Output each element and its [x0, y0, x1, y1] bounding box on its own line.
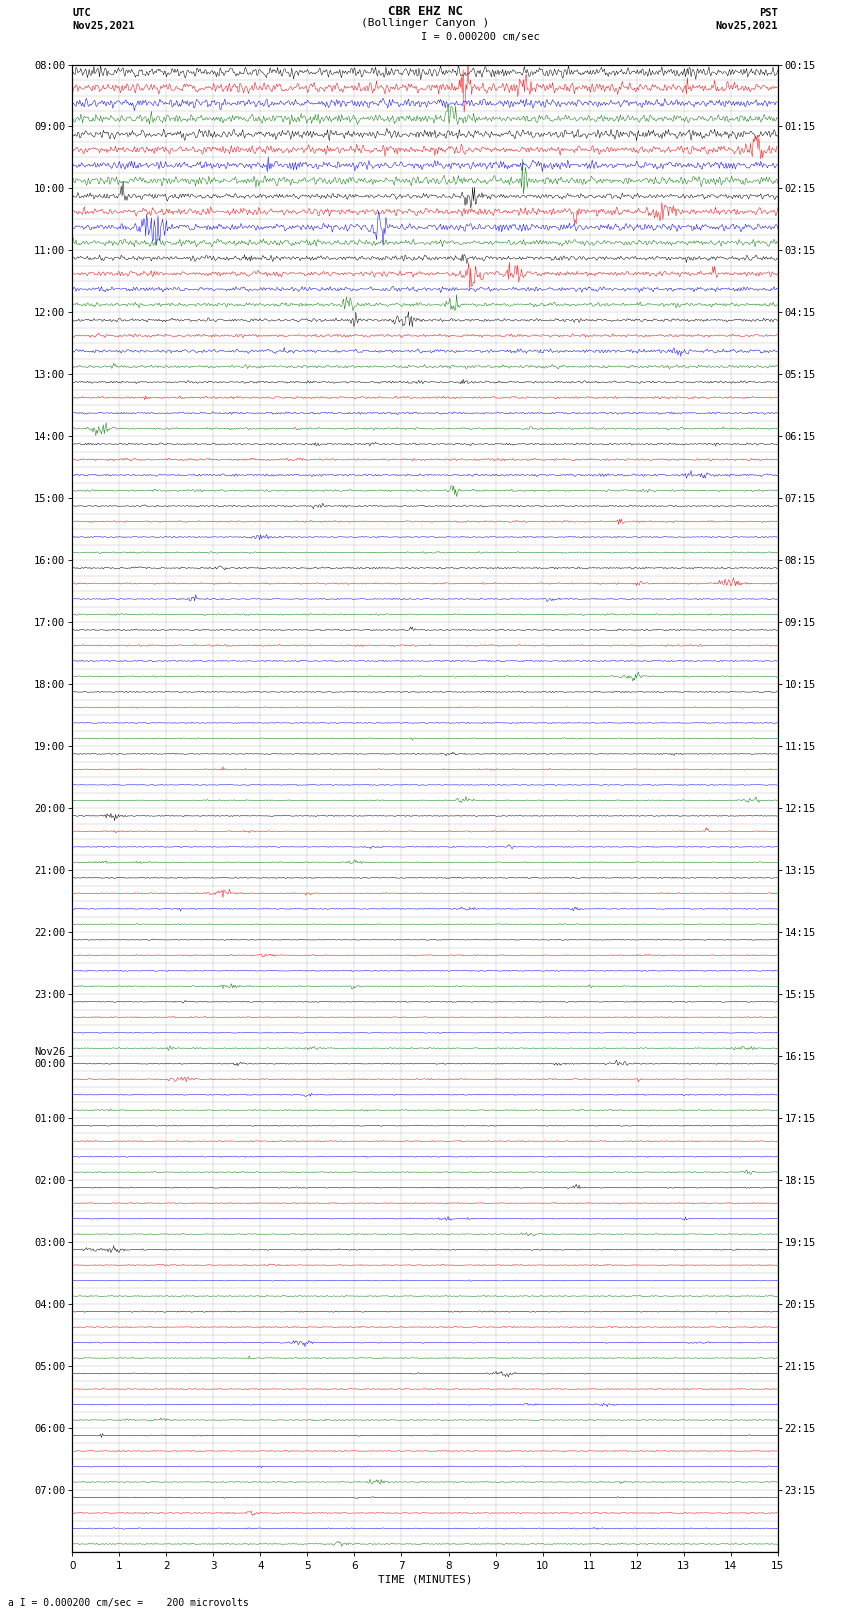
- Text: PST: PST: [759, 8, 778, 18]
- X-axis label: TIME (MINUTES): TIME (MINUTES): [377, 1574, 473, 1586]
- Text: Nov25,2021: Nov25,2021: [715, 21, 778, 31]
- Text: I = 0.000200 cm/sec: I = 0.000200 cm/sec: [421, 32, 540, 42]
- Text: UTC: UTC: [72, 8, 91, 18]
- Text: CBR EHZ NC: CBR EHZ NC: [388, 5, 462, 18]
- Text: (Bollinger Canyon ): (Bollinger Canyon ): [361, 18, 489, 27]
- Text: a I = 0.000200 cm/sec =    200 microvolts: a I = 0.000200 cm/sec = 200 microvolts: [8, 1598, 249, 1608]
- Text: Nov25,2021: Nov25,2021: [72, 21, 135, 31]
